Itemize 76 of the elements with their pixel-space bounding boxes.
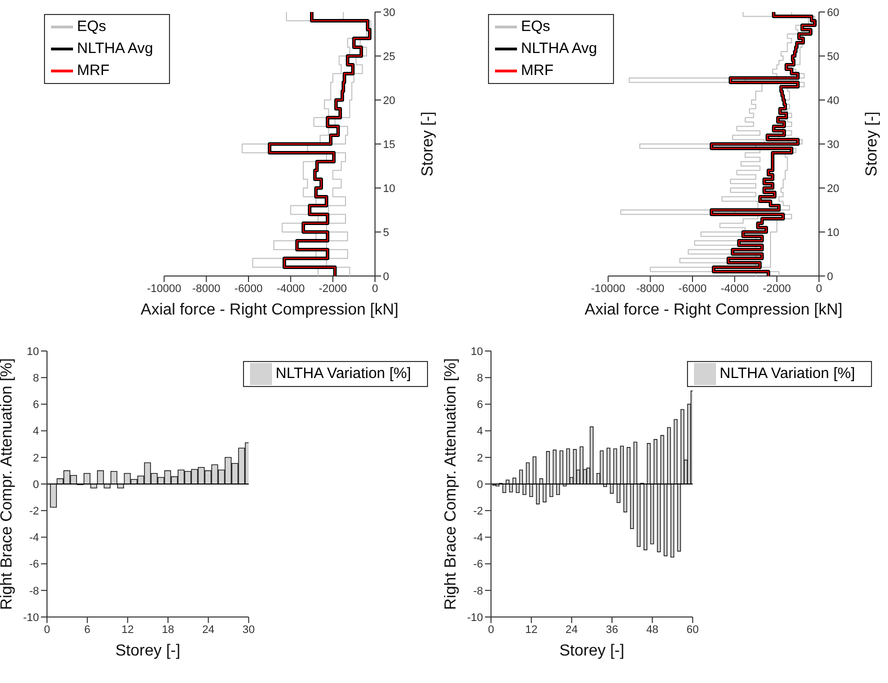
x-tick-label: -2000 — [318, 282, 347, 295]
x-tick-label: 24 — [566, 624, 578, 636]
y-tick-label: 2 — [32, 452, 39, 464]
y-tick-label: 10 — [383, 182, 396, 195]
y-tick-label: -10 — [467, 612, 483, 624]
y-tick-label: 4 — [32, 426, 39, 438]
legend-label: MRF — [77, 62, 110, 79]
y-tick-label: 40 — [827, 94, 840, 107]
x-tick-label: 18 — [162, 624, 174, 636]
x-tick-label: -8000 — [192, 282, 220, 295]
x-axis-title: Storey [-] — [559, 642, 624, 660]
y-tick-label: -4 — [473, 532, 483, 544]
y-tick-label: 0 — [32, 478, 39, 491]
y-tick-label: 6 — [32, 399, 39, 412]
legend-label: MRF — [521, 62, 554, 79]
legend-label: NLTHA Avg — [77, 40, 154, 57]
y-tick-label: 5 — [383, 226, 390, 239]
x-tick-label: -6000 — [678, 282, 707, 295]
y-tick-label: 8 — [32, 372, 39, 385]
x-tick-label: 48 — [646, 624, 658, 636]
y-tick-label: 0 — [827, 270, 834, 283]
x-tick-label: -4000 — [276, 282, 305, 295]
y-axis-title: Right Brace Compr. Attenuation [%] — [442, 358, 460, 610]
y-tick-label: 6 — [476, 399, 483, 412]
y-tick-label: 8 — [476, 372, 483, 385]
y-tick-label: -8 — [473, 585, 483, 598]
y-tick-label: 0 — [476, 478, 483, 491]
y-tick-label: 50 — [827, 50, 840, 63]
y-axis-title: Storey [-] — [420, 112, 437, 176]
y-tick-label: -6 — [473, 558, 483, 571]
y-tick-label: 2 — [476, 452, 483, 464]
legend-label: EQs — [521, 18, 550, 35]
x-tick-label: 12 — [525, 624, 538, 636]
x-tick-label: -10000 — [147, 282, 182, 295]
y-tick-label: -2 — [473, 506, 483, 518]
x-tick-label: 0 — [488, 624, 494, 636]
y-tick-label: -10 — [23, 612, 39, 624]
x-tick-label: 24 — [202, 624, 214, 636]
y-tick-label: 20 — [827, 182, 840, 195]
y-tick-label: 30 — [383, 6, 396, 19]
x-tick-label: -2000 — [762, 282, 791, 295]
y-tick-label: 10 — [470, 346, 483, 358]
x-tick-label: -6000 — [234, 282, 263, 295]
y-tick-label: 20 — [383, 94, 396, 107]
y-tick-label: -2 — [29, 506, 39, 518]
legend-label: NLTHA Variation [%] — [720, 364, 855, 382]
y-tick-label: -8 — [29, 585, 39, 598]
x-tick-label: 0 — [816, 282, 822, 295]
x-axis-title: Storey [-] — [115, 642, 180, 660]
x-tick-label: 6 — [84, 624, 90, 636]
x-tick-label: 0 — [372, 282, 378, 295]
legend-label: NLTHA Avg — [521, 40, 598, 57]
y-tick-label: 30 — [827, 138, 840, 151]
y-tick-label: 4 — [476, 426, 483, 438]
y-tick-label: 15 — [383, 138, 396, 151]
y-tick-label: 60 — [827, 6, 840, 19]
y-tick-label: 0 — [383, 270, 390, 283]
x-tick-label: 12 — [122, 624, 134, 636]
y-axis-title: Storey [-] — [864, 112, 881, 176]
x-axis-title: Axial force - Right Compression [kN] — [140, 301, 399, 318]
legend-label: EQs — [77, 18, 106, 35]
legend-label: NLTHA Variation [%] — [276, 364, 411, 382]
x-tick-label: 60 — [686, 624, 699, 636]
x-tick-label: -8000 — [636, 282, 664, 295]
x-tick-label: 30 — [242, 624, 255, 636]
y-tick-label: -4 — [29, 532, 39, 544]
y-tick-label: 10 — [26, 346, 39, 358]
x-tick-label: -10000 — [591, 282, 626, 295]
y-axis-title: Right Brace Compr. Attenuation [%] — [0, 358, 16, 610]
x-tick-label: 36 — [606, 624, 618, 636]
x-axis-title: Axial force - Right Compression [kN] — [584, 301, 843, 318]
y-tick-label: 25 — [383, 50, 396, 63]
x-tick-label: 0 — [44, 624, 50, 636]
y-tick-label: 10 — [827, 226, 840, 239]
x-tick-label: -4000 — [720, 282, 749, 295]
y-tick-label: -6 — [29, 558, 39, 571]
